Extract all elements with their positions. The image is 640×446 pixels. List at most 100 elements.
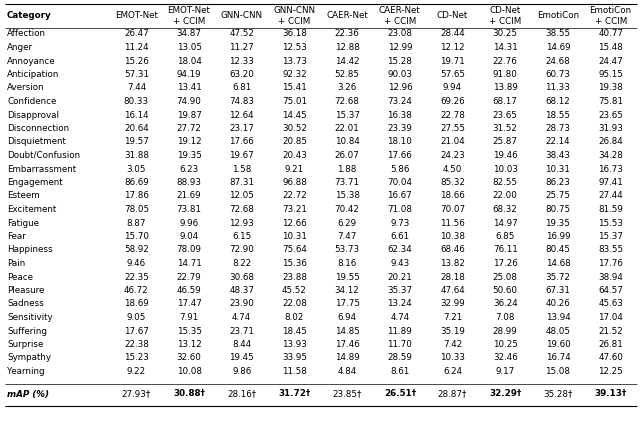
Text: 18.04: 18.04 [177,57,202,66]
Text: 74.90: 74.90 [177,97,202,106]
Text: 22.36: 22.36 [335,29,360,38]
Text: 26.07: 26.07 [335,151,360,160]
Text: 60.73: 60.73 [545,70,570,79]
Text: EmotiCon
+ CCIM: EmotiCon + CCIM [589,6,632,26]
Text: 48.37: 48.37 [229,286,254,295]
Text: 34.28: 34.28 [598,151,623,160]
Text: 11.33: 11.33 [545,83,570,92]
Text: CD-Net: CD-Net [437,12,468,21]
Text: 15.23: 15.23 [124,354,148,363]
Text: 22.72: 22.72 [282,191,307,201]
Text: 14.31: 14.31 [493,43,518,52]
Text: 23.71: 23.71 [229,326,254,335]
Text: EMOT-Net
+ CCIM: EMOT-Net + CCIM [168,6,211,26]
Text: 19.38: 19.38 [598,83,623,92]
Text: 64.57: 64.57 [598,286,623,295]
Text: 35.37: 35.37 [387,286,412,295]
Text: 11.70: 11.70 [387,340,412,349]
Text: 10.25: 10.25 [493,340,518,349]
Text: EMOT-Net: EMOT-Net [115,12,158,21]
Text: Suffering: Suffering [7,326,47,335]
Text: 17.66: 17.66 [387,151,412,160]
Text: 82.55: 82.55 [493,178,518,187]
Text: 3.26: 3.26 [337,83,356,92]
Text: Sympathy: Sympathy [7,354,51,363]
Text: 28.73: 28.73 [545,124,570,133]
Text: 13.82: 13.82 [440,259,465,268]
Text: 30.52: 30.52 [282,124,307,133]
Text: 63.20: 63.20 [229,70,254,79]
Text: 15.37: 15.37 [598,232,623,241]
Text: 23.17: 23.17 [229,124,254,133]
Text: 15.08: 15.08 [545,367,570,376]
Text: 40.77: 40.77 [598,29,623,38]
Text: 9.46: 9.46 [127,259,146,268]
Text: 24.47: 24.47 [598,57,623,66]
Text: Fatigue: Fatigue [7,219,39,227]
Text: 26.81: 26.81 [598,340,623,349]
Text: 22.08: 22.08 [282,300,307,309]
Text: 7.21: 7.21 [443,313,462,322]
Text: 12.33: 12.33 [229,57,254,66]
Text: 19.55: 19.55 [335,273,360,281]
Text: 26.51†: 26.51† [384,389,416,398]
Text: 12.93: 12.93 [229,219,254,227]
Text: 27.55: 27.55 [440,124,465,133]
Text: 7.42: 7.42 [443,340,462,349]
Text: 18.69: 18.69 [124,300,148,309]
Text: 25.08: 25.08 [493,273,518,281]
Text: 22.79: 22.79 [177,273,202,281]
Text: 15.37: 15.37 [335,111,360,120]
Text: Embarrassment: Embarrassment [7,165,76,173]
Text: 12.99: 12.99 [388,43,412,52]
Text: 78.05: 78.05 [124,205,149,214]
Text: 68.17: 68.17 [493,97,518,106]
Text: 72.68: 72.68 [229,205,254,214]
Text: 17.66: 17.66 [229,137,254,146]
Text: 47.64: 47.64 [440,286,465,295]
Text: 10.31: 10.31 [282,232,307,241]
Text: 19.35: 19.35 [177,151,202,160]
Text: 8.61: 8.61 [390,367,410,376]
Text: EmotiCon: EmotiCon [537,12,579,21]
Text: 28.59: 28.59 [387,354,412,363]
Text: 11.24: 11.24 [124,43,148,52]
Text: 12.88: 12.88 [335,43,360,52]
Text: 8.44: 8.44 [232,340,252,349]
Text: 15.53: 15.53 [598,219,623,227]
Text: 11.56: 11.56 [440,219,465,227]
Text: 19.35: 19.35 [545,219,570,227]
Text: 23.85†: 23.85† [332,389,362,398]
Text: 80.33: 80.33 [124,97,149,106]
Text: 92.32: 92.32 [282,70,307,79]
Text: 73.21: 73.21 [282,205,307,214]
Text: 15.26: 15.26 [124,57,148,66]
Text: 46.72: 46.72 [124,286,148,295]
Text: 13.05: 13.05 [177,43,202,52]
Text: 83.55: 83.55 [598,245,623,255]
Text: 11.89: 11.89 [387,326,412,335]
Text: 16.14: 16.14 [124,111,148,120]
Text: 12.64: 12.64 [229,111,254,120]
Text: 10.08: 10.08 [177,367,202,376]
Text: Confidence: Confidence [7,97,56,106]
Text: 7.91: 7.91 [179,313,198,322]
Text: 88.93: 88.93 [177,178,202,187]
Text: 34.87: 34.87 [177,29,202,38]
Text: 23.65: 23.65 [493,111,518,120]
Text: 22.35: 22.35 [124,273,148,281]
Text: 18.55: 18.55 [545,111,570,120]
Text: 6.94: 6.94 [337,313,356,322]
Text: 15.38: 15.38 [335,191,360,201]
Text: 40.26: 40.26 [545,300,570,309]
Text: 74.83: 74.83 [229,97,254,106]
Text: 4.84: 4.84 [337,367,356,376]
Text: 14.85: 14.85 [335,326,360,335]
Text: 22.38: 22.38 [124,340,148,349]
Text: 32.99: 32.99 [440,300,465,309]
Text: 9.17: 9.17 [495,367,515,376]
Text: 10.84: 10.84 [335,137,360,146]
Text: 17.46: 17.46 [335,340,360,349]
Text: 10.33: 10.33 [440,354,465,363]
Text: 15.70: 15.70 [124,232,149,241]
